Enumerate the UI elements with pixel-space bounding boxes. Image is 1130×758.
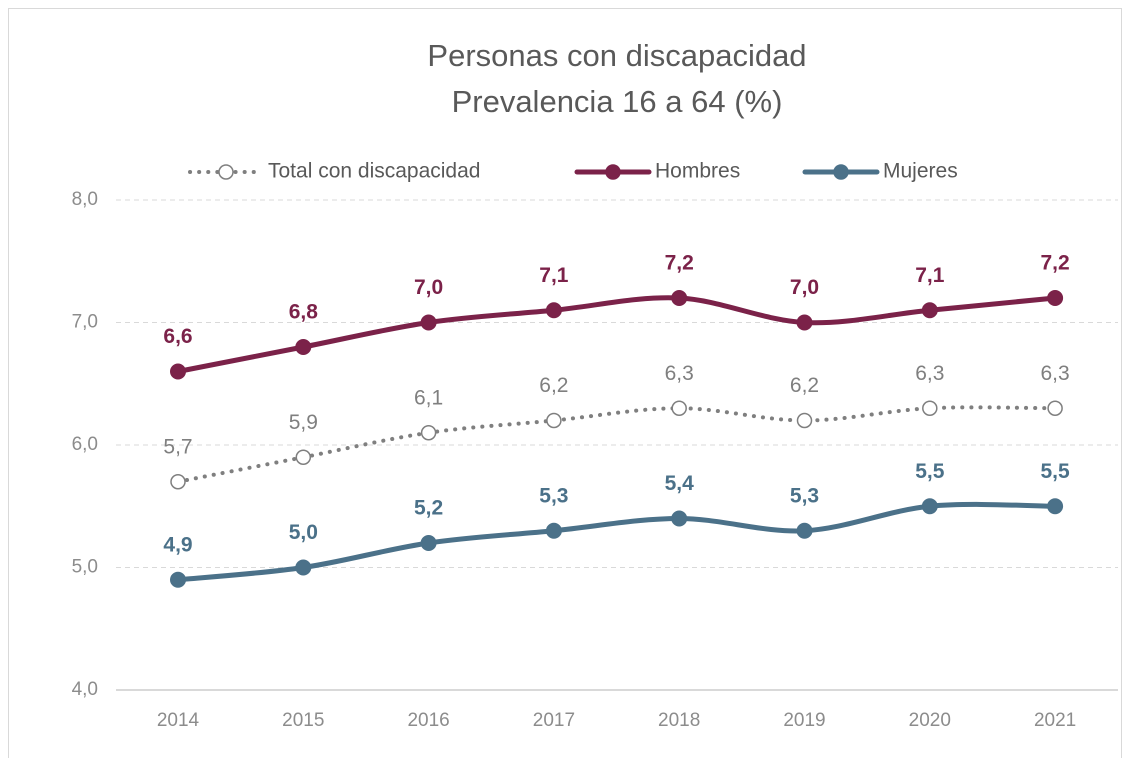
data-label: 6,2 [790,374,819,397]
x-tick-label: 2019 [783,710,825,731]
point-marker [922,400,938,416]
data-label: 7,0 [790,276,819,299]
x-tick-label: 2020 [909,710,951,731]
data-label: 5,4 [665,472,695,495]
x-tick-label: 2014 [157,710,200,731]
data-label: 5,5 [1040,460,1070,483]
point-marker [420,314,437,331]
data-label: 6,8 [289,301,319,324]
point-marker [170,571,186,588]
point-marker [546,412,562,429]
series-line [176,405,1058,484]
point-marker [1047,290,1064,306]
data-label: 5,5 [915,460,945,483]
x-tick-label: 2017 [533,710,575,731]
chart-border [8,8,1122,758]
point-marker [295,449,312,465]
x-tick-label: 2018 [658,710,700,731]
data-label: 7,1 [915,264,945,287]
point-marker [545,302,562,319]
point-marker [671,400,687,416]
data-label: 5,3 [790,484,819,507]
chart-title: Personas con discapacidad [427,38,806,73]
point-marker [1047,498,1064,515]
data-label: 7,1 [539,264,569,287]
point-marker [170,474,186,490]
data-label: 5,9 [289,411,318,434]
point-marker [170,363,186,380]
y-tick-label: 6,0 [72,434,98,455]
point-marker [1047,400,1063,416]
point-marker [796,314,813,331]
point-marker [295,559,312,576]
point-marker [921,498,938,515]
legend-label: Total con discapacidad [268,160,480,183]
x-tick-label: 2016 [407,710,449,731]
x-tick-label: 2015 [282,710,324,731]
legend-marker [605,164,621,180]
data-label: 7,2 [1040,252,1069,275]
data-label: 5,0 [289,521,318,544]
y-tick-label: 8,0 [72,189,98,210]
legend-marker [833,164,849,180]
point-marker [671,290,688,306]
data-label: 5,3 [539,484,568,507]
data-label: 4,9 [163,533,192,556]
series-line [175,295,1058,374]
legend-marker [218,164,234,180]
data-label: 6,3 [915,362,944,385]
data-label: 6,3 [665,362,694,385]
data-label: 7,0 [414,276,443,299]
data-label: 6,6 [163,325,192,348]
data-label: 6,2 [539,374,568,397]
x-tick-label: 2021 [1034,710,1076,731]
point-marker [545,522,562,539]
data-label: 7,2 [665,252,694,275]
y-tick-label: 5,0 [72,557,98,578]
point-marker [921,302,938,319]
point-marker [796,522,813,539]
data-label: 6,1 [414,386,443,409]
point-marker [796,412,813,429]
point-marker [671,510,688,527]
y-tick-label: 4,0 [72,679,98,700]
data-label: 6,3 [1040,362,1069,385]
y-tick-label: 7,0 [72,312,98,333]
data-label: 5,7 [163,435,192,458]
point-marker [420,535,437,551]
chart-subtitle: Prevalencia 16 a 64 (%) [452,84,783,119]
data-label: 5,2 [414,497,443,520]
legend-label: Mujeres [883,160,958,183]
point-marker [295,339,312,355]
legend-label: Hombres [655,160,740,183]
series-line [175,501,1058,583]
point-marker [420,425,437,441]
